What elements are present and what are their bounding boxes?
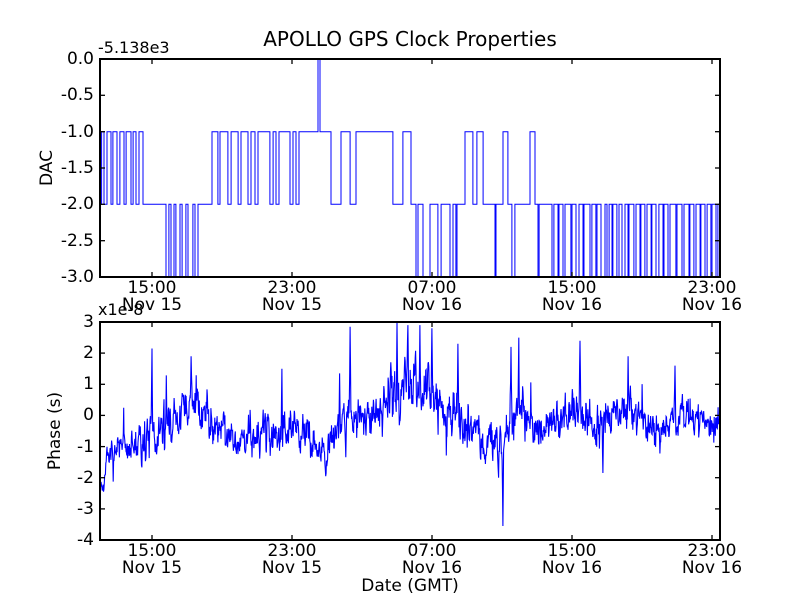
bottom-y-axis-label: Phase (s) xyxy=(45,391,65,471)
x-tick-date-label: Nov 16 xyxy=(401,558,463,578)
x-tick-date-label: Nov 16 xyxy=(681,558,743,578)
x-tick-time-label: 15:00 xyxy=(547,278,597,298)
y-tick-label: 0.0 xyxy=(66,49,94,69)
x-tick-date-label: Nov 16 xyxy=(541,295,603,315)
x-tick-time-label: 23:00 xyxy=(267,541,317,561)
x-tick-date-label: Nov 15 xyxy=(121,295,183,315)
x-tick-date-label: Nov 15 xyxy=(261,295,323,315)
y-tick-label: -3 xyxy=(77,498,94,519)
y-tick-label: -1 xyxy=(77,436,94,457)
x-tick-time-label: 23:00 xyxy=(267,278,317,298)
y-tick-label: 2 xyxy=(83,343,94,364)
y-tick-label: 3 xyxy=(83,312,94,332)
x-tick-date-label: Nov 15 xyxy=(121,558,183,578)
y-tick-label: -4 xyxy=(77,530,94,550)
chart-title: APOLLO GPS Clock Properties xyxy=(263,27,557,51)
x-tick-date-label: Nov 15 xyxy=(261,558,323,578)
x-tick-date-label: Nov 16 xyxy=(401,295,463,315)
x-tick-time-label: 23:00 xyxy=(687,541,737,561)
dac-step-line xyxy=(100,58,720,278)
x-tick-time-label: 15:00 xyxy=(547,541,597,561)
y-tick-label: -1.5 xyxy=(60,158,94,178)
y-tick-label: -2.0 xyxy=(60,194,94,215)
top-subplot xyxy=(99,58,721,278)
y-tick-label: -2 xyxy=(77,467,94,488)
x-tick-date-label: Nov 16 xyxy=(681,295,743,315)
axes-spines xyxy=(99,321,721,541)
x-tick-time-label: 07:00 xyxy=(407,541,457,561)
bottom-subplot xyxy=(99,321,721,541)
x-tick-time-label: 23:00 xyxy=(687,278,737,298)
x-tick-time-label: 07:00 xyxy=(407,278,457,298)
y-tick-label: -0.5 xyxy=(60,85,94,106)
y-tick-label: -1.0 xyxy=(60,121,94,142)
x-tick-time-label: 15:00 xyxy=(127,278,177,298)
x-axis-label: Date (GMT) xyxy=(361,576,459,596)
y-tick-label: 0 xyxy=(83,405,94,426)
y-tick-label: 1 xyxy=(83,374,94,395)
y-tick-label: -2.5 xyxy=(60,230,94,251)
x-tick-time-label: 15:00 xyxy=(127,541,177,561)
phase-noise-line xyxy=(99,321,721,527)
bottom-y-offset-text: x1e-8 xyxy=(98,300,144,319)
top-y-offset-text: -5.138e3 xyxy=(98,38,170,57)
y-tick-label: -3.0 xyxy=(60,267,94,287)
x-tick-date-label: Nov 16 xyxy=(541,558,603,578)
